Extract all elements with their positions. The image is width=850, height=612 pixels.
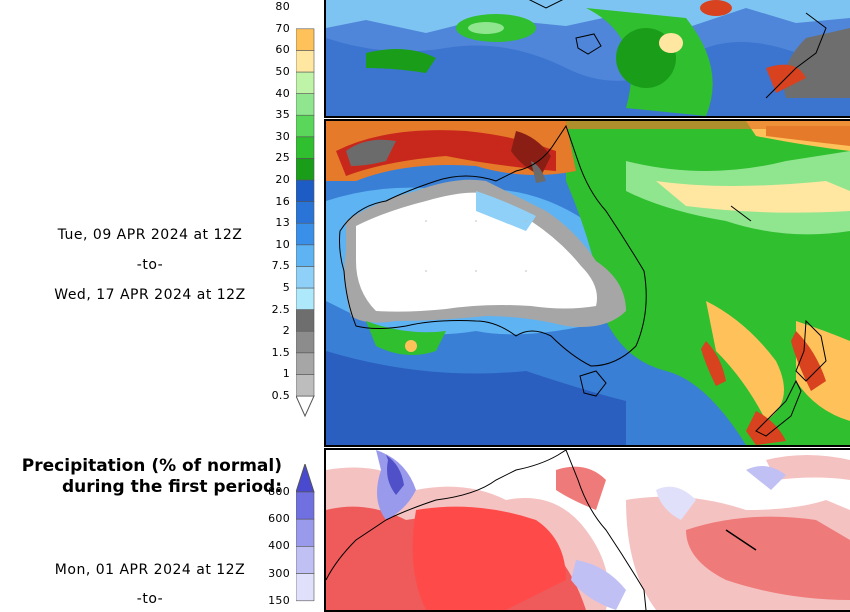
colorbar-swatch [295,28,315,51]
anomaly-heading: Precipitation (% of normal) during the f… [0,456,282,498]
colorbar-swatch [295,287,315,310]
map-panel-main [324,119,850,447]
colorbar-tick-label: 25 [275,151,290,165]
anomaly-heading-line2: during the first period: [61,477,282,497]
colorbar-swatch [295,352,315,375]
colorbar-tick-label: 7.5 [271,259,290,273]
colorbar-tick-label: 300 [268,566,290,580]
colorbar-swatch [295,71,315,94]
period-start-date: Tue, 09 APR 2024 at 12Z [57,227,243,243]
colorbar-swatch [295,179,315,202]
colorbar-tick-label: 0.5 [271,389,290,402]
colorbar-tick-label: 2 [282,324,290,338]
colorbar-tick-label: 40 [275,86,290,100]
colorbar-tick-label: 70 [275,21,290,35]
colorbar-tick-label: 5 [282,281,290,294]
colorbar-tick-label: 10 [275,237,290,251]
precip-map-top [326,0,850,116]
map-panel-top [324,0,850,118]
colorbar-swatch [295,374,315,397]
colorbar-swatch [295,546,315,574]
colorbar-tick-label: 600 [268,512,290,526]
anomaly-start-date: Mon, 01 APR 2024 at 12Z [54,562,246,578]
colorbar-tick-label: 400 [268,539,290,553]
period-end-date: Wed, 17 APR 2024 at 12Z [54,287,246,303]
colorbar-tick-label: 20 [275,173,290,186]
colorbar-tick-label: 1.5 [271,345,290,359]
colorbar-swatch [295,244,315,267]
colorbar-tick-label: 60 [275,43,290,57]
precip-map-main [326,121,850,445]
colorbar-tick-label: 16 [275,194,290,208]
colorbar-swatch [295,93,315,116]
colorbar-tick-label: 35 [275,108,290,122]
colorbar-max-arrow [295,462,315,493]
anomaly-to-label: -to- [136,591,164,607]
colorbar-swatch [295,158,315,181]
colorbar-tick-label: 50 [275,65,290,78]
colorbar-swatch [295,114,315,138]
colorbar-tick-label: 13 [275,216,290,230]
colorbar-tick-label: 30 [275,129,290,143]
map-panel-anomaly [324,448,850,612]
colorbar-swatch [295,573,315,602]
colorbar-swatch [295,136,315,159]
colorbar-tick-label: 800 [268,485,290,498]
anomaly-heading-line1: Precipitation (% of normal) [21,456,282,476]
colorbar-swatch [295,266,315,289]
colorbar-tick-label: 2.5 [271,302,290,316]
colorbar-swatch [295,201,315,224]
precip-colorbar-svg [295,28,315,418]
colorbar-swatch [295,330,315,354]
colorbar-min-arrow [295,395,315,418]
colorbar-tick-label: 1 [282,367,290,381]
colorbar-tick-label: 80 [275,0,290,14]
colorbar-swatch [295,309,315,332]
colorbar-swatch [295,491,315,520]
colorbar-swatch [295,222,315,246]
anomaly-colorbar-svg [295,462,315,602]
period-to-label: -to- [136,257,164,273]
precip-colorbar [295,0,316,420]
precip-anomaly-map [326,450,850,610]
colorbar-swatch [295,518,315,547]
colorbar-swatch [295,50,315,73]
anomaly-colorbar [295,462,316,604]
